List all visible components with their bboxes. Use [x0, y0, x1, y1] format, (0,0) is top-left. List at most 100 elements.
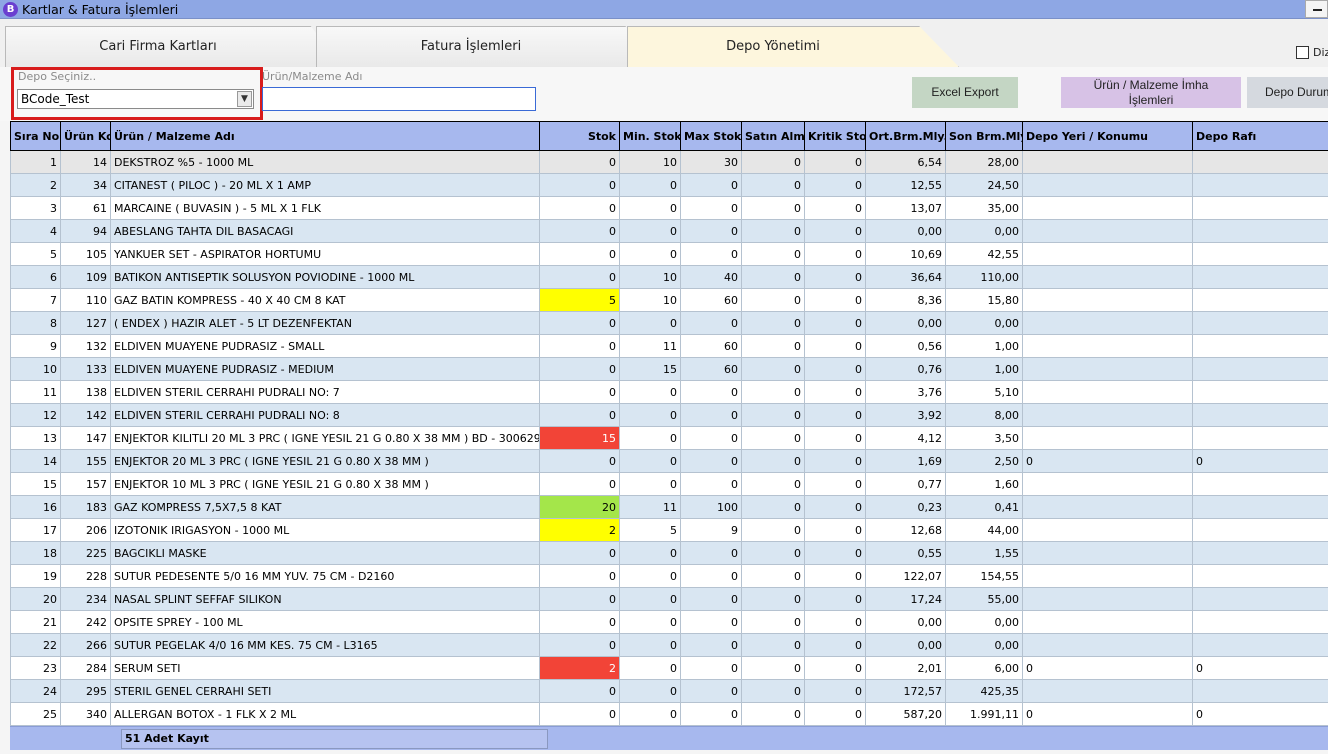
table-row[interactable]: 8 127( ENDEX ) HAZIR ALET - 5 LT DEZENFEK…	[10, 311, 1328, 335]
column-header-stok[interactable]: Stok	[539, 121, 620, 151]
cell-depo-rafi	[1192, 541, 1328, 565]
cell-urun-adi: ALLERGAN BOTOX - 1 FLK X 2 ML	[110, 702, 540, 726]
column-header-min-stok[interactable]: Min. Stok	[619, 121, 681, 151]
cell-stok: 0	[539, 472, 620, 496]
cell-satin-alma: 0	[741, 564, 805, 588]
column-header-urun-kod[interactable]: Ürün Kod	[60, 121, 111, 151]
cell-stok: 0	[539, 173, 620, 197]
cell-stok: 0	[539, 702, 620, 726]
table-row[interactable]: 11 138 ELDIVEN STERIL CERRAHI PUDRALI NO: …	[10, 380, 1328, 404]
column-header-urun-adi[interactable]: Ürün / Malzeme Adı	[110, 121, 540, 151]
cell-max-stok: 0	[680, 219, 742, 243]
column-header-son-brm-mly[interactable]: Son Brm.Mly.	[945, 121, 1023, 151]
chevron-down-icon[interactable]: ▼	[237, 91, 252, 107]
tab-cari-firma-kartlari[interactable]: Cari Firma Kartları	[5, 26, 341, 67]
cell-max-stok: 9	[680, 518, 742, 542]
cell-urun-adi: ELDIVEN STERIL CERRAHI PUDRALI NO: 8	[110, 403, 540, 427]
table-row[interactable]: 17 206 IZOTONIK IRIGASYON - 1000 ML 2 5 9 0 0 12…	[10, 518, 1328, 542]
cell-ort-brm-mly: 0,55	[865, 541, 946, 565]
table-row[interactable]: 4 94 ABESLANG TAHTA DIL BASACAGI 0 0 0 0 0 0,00 0…	[10, 219, 1328, 243]
cell-min-stok: 0	[619, 380, 681, 404]
cell-stok: 0	[539, 449, 620, 473]
cell-stok: 15	[539, 426, 620, 450]
cell-depo-yeri	[1022, 196, 1193, 220]
cell-stok: 0	[539, 357, 620, 381]
cell-depo-rafi	[1192, 334, 1328, 358]
table-row[interactable]: 9 132 ELDIVEN MUAYENE PUDRASIZ - SMALL 0 11 6…	[10, 334, 1328, 358]
tab-depo-yonetimi[interactable]: Depo Yönetimi	[627, 26, 959, 67]
table-row[interactable]: 23 284 SERUM SETI 2 0 0 0 0 2,01 6,00 0 0	[10, 656, 1328, 680]
cell-max-stok: 0	[680, 656, 742, 680]
cell-ort-brm-mly: 0,76	[865, 357, 946, 381]
tab-fatura-islemleri[interactable]: Fatura İşlemleri	[316, 26, 656, 67]
table-row[interactable]: 12 142 ELDIVEN STERIL CERRAHI PUDRALI NO: …	[10, 403, 1328, 427]
table-row[interactable]: 5 105 YANKUER SET - ASPIRATOR HORTUMU 0 0 0 0 0…	[10, 242, 1328, 266]
cell-max-stok: 0	[680, 633, 742, 657]
table-row[interactable]: 1 14 DEKSTROZ %5 - 1000 ML 0 10 30 0 0 6,54 28,00	[10, 150, 1328, 174]
cell-kritik-stok: 0	[804, 403, 866, 427]
depo-select[interactable]: BCode_Test ▼	[17, 89, 254, 109]
cell-urun-kod: 155	[60, 449, 111, 473]
cell-kritik-stok: 0	[804, 679, 866, 703]
cell-urun-adi: ABESLANG TAHTA DIL BASACAGI	[110, 219, 540, 243]
table-row[interactable]: 6 109 BATIKON ANTISEPTIK SOLUSYON POVIODIN…	[10, 265, 1328, 289]
cell-sira-no: 3	[10, 196, 61, 220]
cell-son-brm-mly: 42,55	[945, 242, 1023, 266]
table-row[interactable]: 21 242 OPSITE SPREY - 100 ML 0 0 0 0 0 0,00 0,00	[10, 610, 1328, 634]
cell-ort-brm-mly: 122,07	[865, 564, 946, 588]
cell-sira-no: 17	[10, 518, 61, 542]
cell-stok: 0	[539, 311, 620, 335]
cell-depo-yeri	[1022, 403, 1193, 427]
minimize-button[interactable]	[1305, 0, 1328, 18]
imha-islemleri-button[interactable]: Ürün / Malzeme İmha İşlemleri	[1061, 77, 1241, 108]
cell-stok: 0	[539, 403, 620, 427]
column-header-depo-yeri[interactable]: Depo Yeri / Konumu	[1022, 121, 1193, 151]
table-row[interactable]: 14 155 ENJEKTOR 20 ML 3 PRC ( IGNE YESIL 2…	[10, 449, 1328, 473]
table-row[interactable]: 20 234 NASAL SPLINT SEFFAF SILIKON 0 0 0 0 0 17,…	[10, 587, 1328, 611]
cell-min-stok: 0	[619, 242, 681, 266]
cell-min-stok: 0	[619, 449, 681, 473]
column-header-kritik-stok[interactable]: Kritik Stok	[804, 121, 866, 151]
depo-select-label: Depo Seçiniz..	[18, 70, 97, 83]
cell-stok: 0	[539, 219, 620, 243]
cell-ort-brm-mly: 2,01	[865, 656, 946, 680]
table-row[interactable]: 22 266 SUTUR PEGELAK 4/0 16 MM KES. 75 CM …	[10, 633, 1328, 657]
cell-urun-kod: 284	[60, 656, 111, 680]
cell-depo-rafi	[1192, 495, 1328, 519]
cell-depo-yeri	[1022, 219, 1193, 243]
diz-checkbox[interactable]	[1296, 46, 1309, 59]
cell-urun-adi: SUTUR PEDESENTE 5/0 16 MM YUV. 75 CM - D…	[110, 564, 540, 588]
excel-export-button[interactable]: Excel Export	[912, 77, 1018, 108]
cell-urun-adi: BAGCIKLI MASKE	[110, 541, 540, 565]
table-row[interactable]: 2 34 CITANEST ( PILOC ) - 20 ML X 1 AMP 0 0 0…	[10, 173, 1328, 197]
cell-depo-rafi	[1192, 610, 1328, 634]
column-header-depo-rafi[interactable]: Depo Rafı	[1192, 121, 1328, 151]
table-row[interactable]: 19 228 SUTUR PEDESENTE 5/0 16 MM YUV. 75 C…	[10, 564, 1328, 588]
depo-durum-button[interactable]: Depo Durum	[1247, 77, 1328, 108]
column-header-satin-alma[interactable]: Satın Alma	[741, 121, 805, 151]
urun-search-input[interactable]	[262, 87, 536, 111]
cell-stok: 0	[539, 334, 620, 358]
table-row[interactable]: 15 157 ENJEKTOR 10 ML 3 PRC ( IGNE YESIL 2…	[10, 472, 1328, 496]
table-row[interactable]: 24 295 STERIL GENEL CERRAHI SETI 0 0 0 0 0 172,5…	[10, 679, 1328, 703]
cell-stok: 0	[539, 242, 620, 266]
cell-max-stok: 0	[680, 311, 742, 335]
cell-kritik-stok: 0	[804, 242, 866, 266]
table-row[interactable]: 13 147 ENJEKTOR KILITLI 20 ML 3 PRC ( IGNE…	[10, 426, 1328, 450]
table-row[interactable]: 3 61 MARCAINE ( BUVASIN ) - 5 ML X 1 FLK 0 0…	[10, 196, 1328, 220]
cell-urun-kod: 206	[60, 518, 111, 542]
cell-urun-adi: YANKUER SET - ASPIRATOR HORTUMU	[110, 242, 540, 266]
cell-depo-yeri	[1022, 265, 1193, 289]
cell-depo-rafi	[1192, 518, 1328, 542]
column-header-max-stok[interactable]: Max Stok	[680, 121, 742, 151]
cell-sira-no: 20	[10, 587, 61, 611]
table-row[interactable]: 18 225 BAGCIKLI MASKE 0 0 0 0 0 0,55 1,55	[10, 541, 1328, 565]
table-row[interactable]: 25 340 ALLERGAN BOTOX - 1 FLK X 2 ML 0 0 0 0 0 5…	[10, 702, 1328, 726]
table-row[interactable]: 16 183 GAZ KOMPRESS 7,5X7,5 8 KAT 20 11 100 0 0…	[10, 495, 1328, 519]
column-header-ort-brm-mly[interactable]: Ort.Brm.Mly.	[865, 121, 946, 151]
table-row[interactable]: 7 110 GAZ BATIN KOMPRESS - 40 X 40 CM 8 KA…	[10, 288, 1328, 312]
cell-son-brm-mly: 24,50	[945, 173, 1023, 197]
column-header-sira-no[interactable]: Sıra No	[10, 121, 61, 151]
table-row[interactable]: 10 133 ELDIVEN MUAYENE PUDRASIZ - MEDIUM 0 1…	[10, 357, 1328, 381]
cell-min-stok: 10	[619, 150, 681, 174]
